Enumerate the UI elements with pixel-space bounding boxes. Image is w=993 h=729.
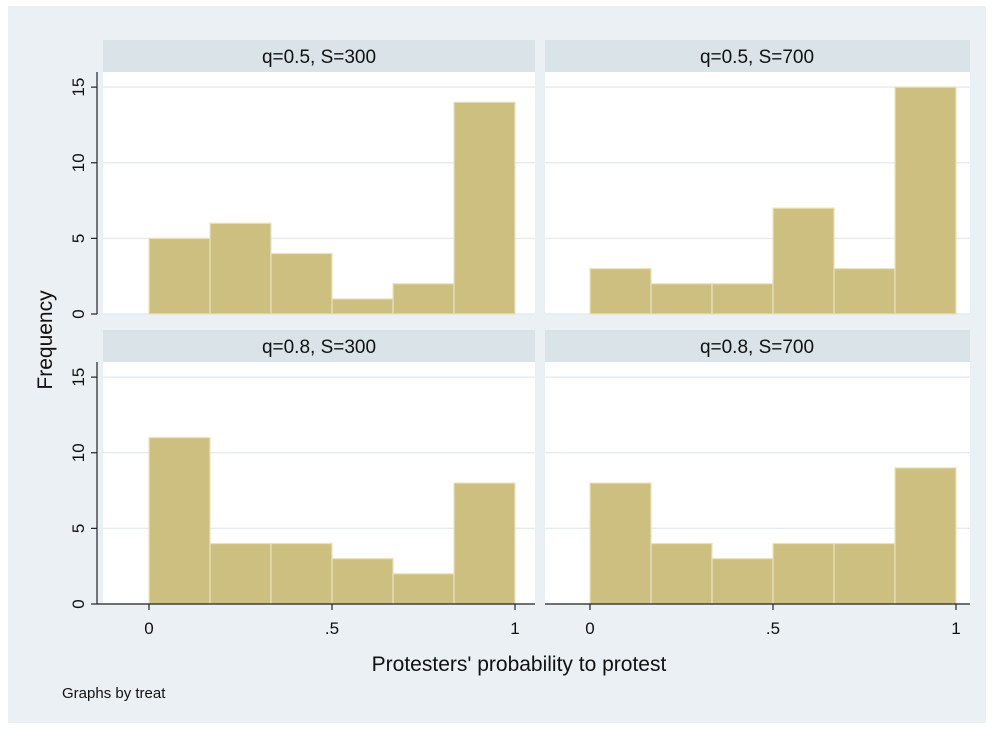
panel-title: q=0.5, S=300 bbox=[262, 47, 376, 68]
panel-strip bbox=[103, 40, 535, 72]
histogram-bar bbox=[392, 283, 455, 315]
chart-note: Graphs by treat bbox=[62, 685, 166, 702]
y-ticks-bottom: 0 5 10 15 bbox=[69, 368, 97, 609]
histogram-bar bbox=[331, 558, 394, 605]
bars bbox=[589, 86, 957, 315]
histogram-bar bbox=[331, 298, 394, 315]
histogram-bar bbox=[270, 252, 333, 315]
histogram-bar bbox=[772, 542, 835, 605]
x-tick-label: 1 bbox=[510, 619, 519, 638]
y-tick-label: 5 bbox=[69, 524, 88, 533]
x-tick-label: 1 bbox=[951, 619, 960, 638]
x-ticks-left: 0.5 1 bbox=[144, 604, 520, 638]
panel-strip bbox=[103, 330, 535, 362]
x-tick-label: .5 bbox=[766, 619, 780, 638]
histogram-bar bbox=[711, 558, 774, 605]
histogram-bar bbox=[209, 542, 272, 605]
y-tick-label: 5 bbox=[69, 234, 88, 243]
x-tick-label: 0 bbox=[144, 619, 153, 638]
y-tick-label: 10 bbox=[69, 443, 88, 462]
x-tick-label: .5 bbox=[325, 619, 339, 638]
panel-q08-s700: q=0.8, S=700 bbox=[545, 330, 970, 605]
histogram-bar bbox=[833, 542, 896, 605]
panel-q05-s300: q=0.5, S=300 bbox=[103, 40, 535, 315]
panel-title: q=0.5, S=700 bbox=[700, 47, 814, 68]
histogram-bar bbox=[148, 437, 211, 605]
histogram-bar bbox=[711, 283, 774, 315]
histogram-bar bbox=[392, 573, 455, 605]
y-axis-label: Frequency bbox=[34, 290, 57, 390]
histogram-bar bbox=[453, 482, 516, 605]
y-tick-label: 0 bbox=[69, 599, 88, 608]
histogram-bar bbox=[833, 268, 896, 315]
panel-title: q=0.8, S=300 bbox=[262, 337, 376, 358]
x-ticks-right: 0.5 1 bbox=[585, 604, 961, 638]
histogram-bar bbox=[650, 542, 713, 605]
histogram-bar bbox=[209, 222, 272, 315]
histogram-bar bbox=[453, 101, 516, 315]
panel-strip bbox=[545, 330, 970, 362]
panel-title: q=0.8, S=700 bbox=[700, 337, 814, 358]
y-tick-label: 10 bbox=[69, 153, 88, 172]
y-tick-label: 15 bbox=[69, 368, 88, 387]
y-ticks-top: 0 5 10 15 bbox=[69, 78, 97, 319]
x-tick-label: 0 bbox=[585, 619, 594, 638]
histogram-bar bbox=[270, 542, 333, 605]
bars bbox=[148, 437, 516, 605]
histogram-bar bbox=[589, 268, 652, 315]
x-axis-label: Protesters' probability to protest bbox=[372, 653, 667, 676]
bars bbox=[148, 101, 516, 315]
panel-q08-s300: q=0.8, S=300 bbox=[103, 330, 535, 605]
histogram-bar bbox=[589, 482, 652, 605]
bars bbox=[589, 467, 957, 605]
panel-strip bbox=[545, 40, 970, 72]
y-tick-label: 0 bbox=[69, 309, 88, 318]
histogram-bar bbox=[894, 86, 957, 315]
histogram-bar bbox=[650, 283, 713, 315]
histogram-bar bbox=[772, 207, 835, 315]
histogram-bar bbox=[148, 237, 211, 315]
y-tick-label: 15 bbox=[69, 78, 88, 97]
histogram-bar bbox=[894, 467, 957, 605]
panel-q05-s700: q=0.5, S=700 bbox=[545, 40, 970, 315]
